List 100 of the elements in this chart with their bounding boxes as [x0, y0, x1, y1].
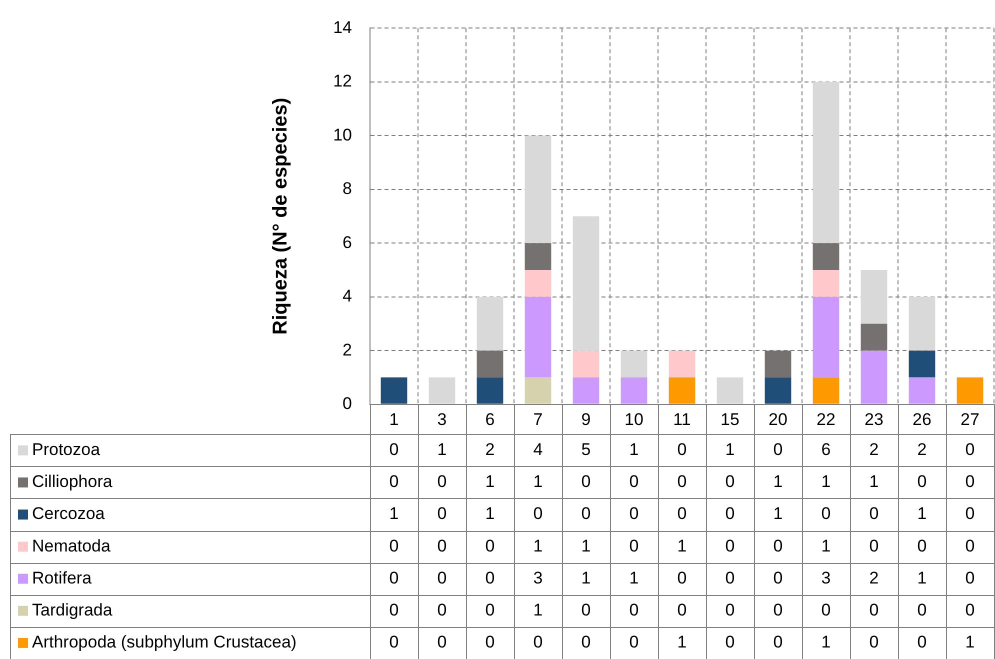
data-label: 1 — [581, 536, 591, 556]
data-label: 0 — [485, 568, 495, 588]
data-label: 0 — [869, 536, 879, 556]
data-label: 0 — [725, 632, 735, 652]
bar — [668, 377, 696, 404]
data-label: 0 — [629, 600, 639, 620]
x-tick-label: 1 — [389, 410, 399, 430]
data-label: 0 — [437, 568, 447, 588]
bar — [668, 350, 696, 378]
bar — [908, 377, 936, 404]
data-label: 0 — [677, 600, 687, 620]
data-label: 0 — [389, 600, 399, 620]
data-label: 5 — [581, 440, 591, 460]
data-label: 0 — [965, 536, 975, 556]
bar — [956, 377, 984, 404]
bar — [572, 216, 600, 351]
data-label: 0 — [581, 472, 591, 492]
x-tick-label: 27 — [960, 410, 980, 430]
data-label: 2 — [917, 440, 927, 460]
data-label: 1 — [917, 504, 927, 524]
bar — [572, 377, 600, 404]
x-tick-label: 10 — [624, 410, 644, 430]
data-label: 1 — [773, 504, 783, 524]
data-label: 0 — [581, 600, 591, 620]
data-label: 0 — [917, 632, 927, 652]
y-tick-label: 0 — [342, 394, 352, 413]
y-tick-label: 6 — [342, 232, 352, 252]
bar — [764, 350, 792, 378]
data-label: 0 — [389, 568, 399, 588]
data-label: 3 — [821, 568, 831, 588]
y-tick-label: 2 — [342, 340, 352, 360]
data-label: 1 — [629, 568, 639, 588]
data-label: 1 — [533, 600, 543, 620]
legend-label: Cercozoa — [32, 504, 106, 524]
data-label: 0 — [677, 568, 687, 588]
bar — [860, 324, 888, 351]
data-label: 0 — [773, 536, 783, 556]
legend-label: Cilliophora — [32, 472, 113, 492]
bar — [812, 377, 840, 404]
data-label: 1 — [869, 472, 879, 492]
bar — [860, 350, 888, 404]
data-label: 0 — [389, 440, 399, 460]
x-tick-label: 26 — [912, 410, 932, 430]
x-tick-label: 20 — [768, 410, 788, 430]
data-label: 0 — [773, 632, 783, 652]
bar — [572, 350, 600, 378]
data-label: 0 — [965, 568, 975, 588]
data-label: 0 — [677, 504, 687, 524]
bar — [524, 296, 552, 378]
data-label: 1 — [629, 440, 639, 460]
bar — [524, 243, 552, 270]
data-label: 0 — [725, 568, 735, 588]
bar — [716, 377, 744, 404]
data-label: 0 — [677, 440, 687, 460]
data-label: 0 — [581, 632, 591, 652]
data-label: 0 — [437, 472, 447, 492]
data-label: 1 — [533, 472, 543, 492]
bar — [620, 350, 648, 378]
data-label: 0 — [965, 440, 975, 460]
data-label: 0 — [725, 504, 735, 524]
data-label: 0 — [917, 536, 927, 556]
data-label: 0 — [389, 632, 399, 652]
bar — [428, 377, 456, 404]
data-label: 0 — [485, 536, 495, 556]
data-label: 1 — [389, 504, 399, 524]
data-label: 0 — [917, 600, 927, 620]
data-label: 0 — [581, 504, 591, 524]
data-label: 0 — [821, 600, 831, 620]
data-label: 0 — [389, 472, 399, 492]
data-label: 0 — [629, 504, 639, 524]
bar — [812, 296, 840, 378]
x-tick-label: 23 — [864, 410, 884, 430]
y-tick-label: 12 — [333, 72, 352, 91]
bar — [908, 296, 936, 351]
data-label: 1 — [485, 504, 495, 524]
data-label: 0 — [821, 504, 831, 524]
y-tick-label: 14 — [333, 18, 352, 37]
y-tick-label: 4 — [342, 286, 352, 306]
data-label: 0 — [917, 472, 927, 492]
y-tick-label: 10 — [333, 125, 352, 144]
bar — [764, 377, 792, 404]
data-label: 0 — [773, 568, 783, 588]
x-tick-label: 22 — [816, 410, 836, 430]
data-label: 0 — [389, 536, 399, 556]
data-label: 3 — [533, 568, 543, 588]
x-tick-label: 11 — [673, 410, 691, 430]
bar — [812, 82, 840, 244]
bar — [860, 270, 888, 324]
data-label: 0 — [677, 472, 687, 492]
bar — [812, 243, 840, 270]
data-label: 0 — [629, 536, 639, 556]
bar — [380, 377, 408, 404]
data-label: 0 — [869, 504, 879, 524]
legend-label: Tardigrada — [32, 600, 113, 620]
data-label: 1 — [917, 568, 927, 588]
data-label: 1 — [485, 472, 495, 492]
data-label: 0 — [437, 504, 447, 524]
data-label: 0 — [725, 600, 735, 620]
data-label: 1 — [533, 536, 543, 556]
x-tick-label: 6 — [485, 410, 495, 430]
